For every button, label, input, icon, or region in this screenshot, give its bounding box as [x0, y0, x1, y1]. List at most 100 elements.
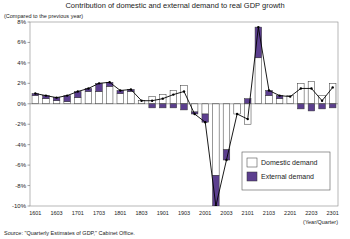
y-tick-label: 4% [17, 60, 26, 66]
bar [43, 99, 50, 104]
y-tick [28, 42, 31, 43]
line-marker [98, 82, 100, 84]
legend-box [242, 152, 330, 190]
line-marker [331, 86, 333, 88]
x-tick-label: 2103 [263, 210, 275, 216]
x-tick-label: 1803 [135, 210, 147, 216]
y-tick [28, 206, 31, 207]
plot-frame [30, 22, 338, 206]
legend-swatch [247, 172, 257, 181]
bar [329, 104, 336, 108]
x-tick-label: 1903 [178, 210, 190, 216]
bar [255, 58, 262, 104]
source: Source: "Quarterly Estimates of GDP," Ca… [4, 230, 135, 236]
line-marker [236, 113, 238, 115]
x-tick-label: 1603 [50, 210, 62, 216]
line-marker [225, 159, 227, 161]
bar [170, 90, 177, 103]
line-marker [162, 97, 164, 99]
line-marker [151, 100, 153, 102]
line-marker [300, 87, 302, 89]
line-marker [108, 81, 110, 83]
bar [159, 104, 166, 108]
line-marker [34, 92, 36, 94]
legend: Domestic demand External demand [242, 152, 330, 190]
x-tick-label: 2001 [199, 210, 211, 216]
bar [223, 104, 230, 150]
x-tick-label: 1901 [157, 210, 169, 216]
line-marker [55, 96, 57, 98]
line-marker [204, 121, 206, 123]
y-tick-label: -2% [15, 121, 26, 127]
line-marker [183, 90, 185, 92]
x-tick-label: 2201 [284, 210, 296, 216]
line-marker [77, 90, 79, 92]
bar [32, 96, 39, 104]
y-tick [28, 185, 31, 186]
y-tick-label: 0% [17, 101, 26, 107]
bar [213, 104, 220, 176]
x-tick-label: 1801 [114, 210, 126, 216]
zero-line [30, 103, 338, 104]
title: Contribution of domestic and external de… [65, 1, 284, 10]
y-tick-label: -6% [15, 162, 26, 168]
bar [75, 98, 82, 104]
bar [181, 104, 188, 110]
legend-swatch [247, 158, 257, 167]
x-axis-label: (Year/Quarter) [303, 219, 338, 225]
bar [85, 92, 92, 104]
line-marker [257, 26, 259, 28]
x-tick-label: 1703 [93, 210, 105, 216]
bar [128, 92, 135, 104]
bar [96, 92, 103, 104]
bar [244, 104, 251, 124]
bar [298, 104, 305, 109]
bar [53, 101, 60, 104]
x-tick-label: 2301 [327, 210, 339, 216]
y-tick [28, 83, 31, 84]
y-tick-label: 6% [17, 39, 26, 45]
bar [308, 81, 315, 103]
line-marker [289, 95, 291, 97]
line-marker [45, 94, 47, 96]
y-tick [28, 62, 31, 63]
line-marker [247, 118, 249, 120]
y-tick [28, 124, 31, 125]
y-tick [28, 144, 31, 145]
line-marker [278, 94, 280, 96]
line-marker [268, 89, 270, 91]
gdp-line [35, 27, 332, 206]
bar [308, 104, 315, 111]
bar [170, 104, 177, 108]
bar [329, 83, 336, 103]
line-marker [172, 93, 174, 95]
bar [117, 94, 124, 104]
bar [64, 102, 71, 104]
line-marker [130, 88, 132, 90]
line-marker [321, 100, 323, 102]
x-tick-label: 1601 [29, 210, 41, 216]
y-tick-label: 2% [17, 80, 26, 86]
line-marker [140, 100, 142, 102]
legend-label: Domestic demand [261, 159, 318, 166]
line-marker [66, 94, 68, 96]
y-tick-label: -8% [15, 183, 26, 189]
x-tick-label: 2003 [220, 210, 232, 216]
bar [234, 104, 241, 114]
legend-label: External demand [261, 173, 314, 180]
bar [191, 104, 198, 112]
bar [298, 83, 305, 103]
marks [32, 26, 336, 206]
line-marker [87, 87, 89, 89]
bar [106, 86, 113, 103]
bar [181, 85, 188, 103]
x-tick-label: 2203 [305, 210, 317, 216]
y-tick-label: -4% [15, 142, 26, 148]
y-tick [28, 103, 31, 104]
bar [319, 96, 326, 104]
x-tick-label: 1701 [72, 210, 84, 216]
y-tick [28, 165, 31, 166]
bar [202, 104, 209, 114]
line-marker [310, 87, 312, 89]
y-tick [28, 22, 31, 23]
